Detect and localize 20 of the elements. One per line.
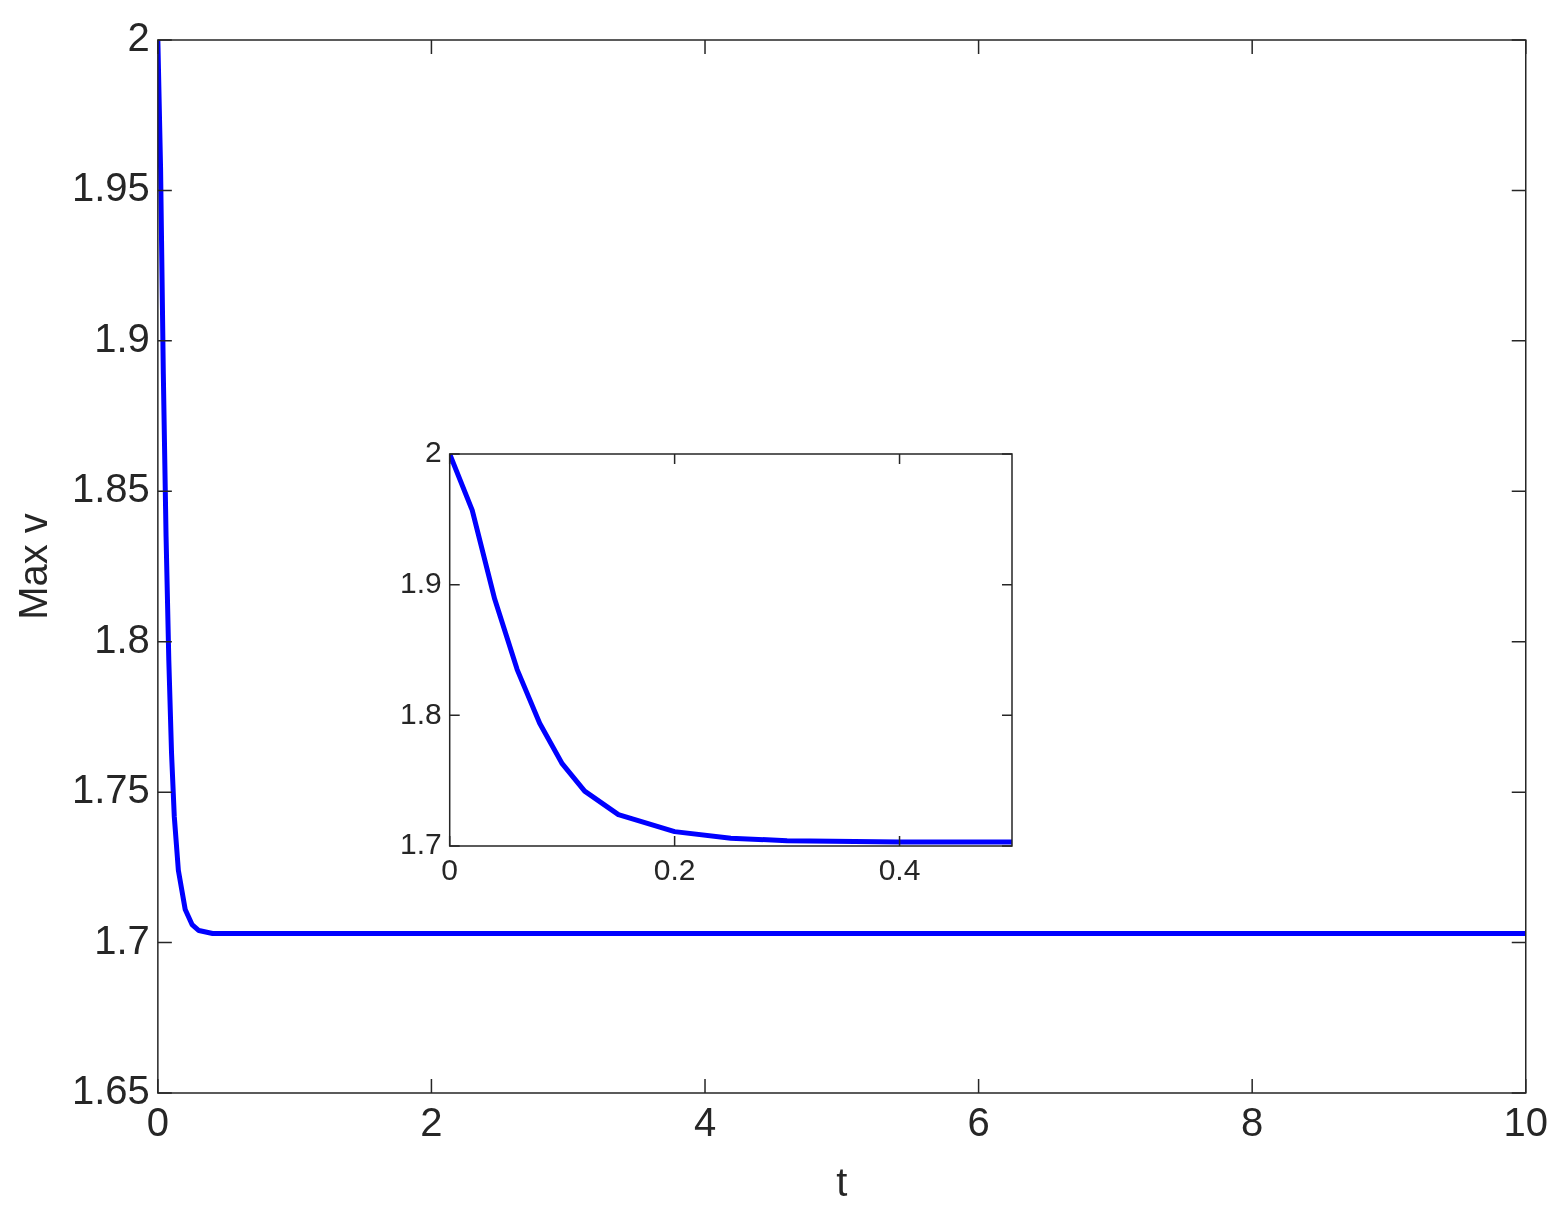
x-tick-label: 8 [1241, 1100, 1264, 1145]
y-tick-label: 1.9 [399, 565, 442, 599]
y-tick-label: 1.9 [94, 315, 150, 360]
x-tick-label: 0.4 [878, 853, 921, 887]
y-tick-label: 1.75 [71, 767, 150, 812]
y-tick-label: 1.7 [399, 827, 442, 861]
y-tick-label: 1.7 [94, 917, 150, 962]
y-tick-label: 2 [425, 435, 442, 469]
y-tick-label: 1.95 [71, 165, 150, 210]
x-tick-label: 4 [693, 1100, 717, 1145]
y-tick-label: 1.8 [399, 696, 442, 730]
x-tick-label: 0.2 [653, 853, 696, 887]
x-tick-label: 6 [967, 1100, 990, 1145]
y-tick-label: 2 [127, 15, 150, 60]
x-tick-label: 0 [441, 853, 459, 887]
y-axis-title: Max v [11, 513, 56, 620]
x-tick-label: 10 [1503, 1100, 1548, 1145]
x-axis-title: t [836, 1160, 848, 1205]
y-tick-label: 1.85 [71, 466, 150, 511]
y-tick-label: 1.8 [94, 616, 150, 661]
